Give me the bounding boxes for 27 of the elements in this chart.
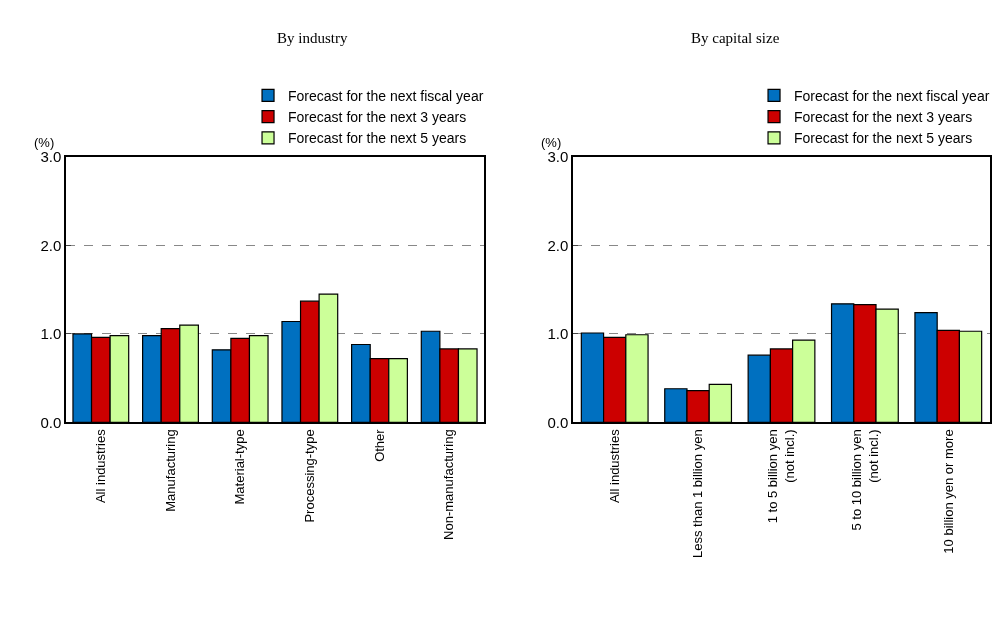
x-tick-label: 10 billion yen or more: [940, 429, 956, 554]
y-tick-label: 1.0: [547, 325, 569, 343]
legend-label: Forecast for the next fiscal year: [794, 87, 990, 104]
y-tick-label: 2.0: [40, 236, 62, 254]
y-axis-title: (%): [34, 135, 55, 150]
y-tick-label: 0.0: [547, 413, 569, 431]
legend-label: Forecast for the next 5 years: [288, 130, 467, 147]
legend-label: Forecast for the next fiscal year: [288, 87, 484, 104]
y-tick-label: 0.0: [40, 413, 62, 431]
y-tick-label: 1.0: [40, 325, 62, 343]
x-tick-label: All industries: [93, 428, 109, 504]
x-tick-label: 1 to 5 billion yen (not incl.): [765, 429, 798, 524]
y-tick-label: 2.0: [547, 236, 569, 254]
x-tick-label: All industries: [606, 428, 622, 504]
x-tick-label: Processing-type: [302, 429, 318, 523]
x-tick-label: 5 to 10 billion yen (not incl.): [848, 429, 881, 531]
chart-title: By capital size: [691, 30, 780, 46]
x-tick-label: Other: [371, 428, 387, 462]
legend-label: Forecast for the next 3 years: [288, 109, 467, 126]
x-tick-label: Less than 1 billion yen: [690, 429, 706, 559]
x-tick-label: Manufacturing: [162, 429, 178, 512]
chart-title: By industry: [277, 30, 348, 46]
y-axis-title: (%): [541, 135, 562, 150]
legend-label: Forecast for the next 5 years: [794, 130, 973, 147]
x-tick-label: Non-manufacturing: [441, 429, 457, 540]
legend-label: Forecast for the next 3 years: [794, 109, 973, 126]
x-tick-label: Material-type: [232, 429, 248, 505]
